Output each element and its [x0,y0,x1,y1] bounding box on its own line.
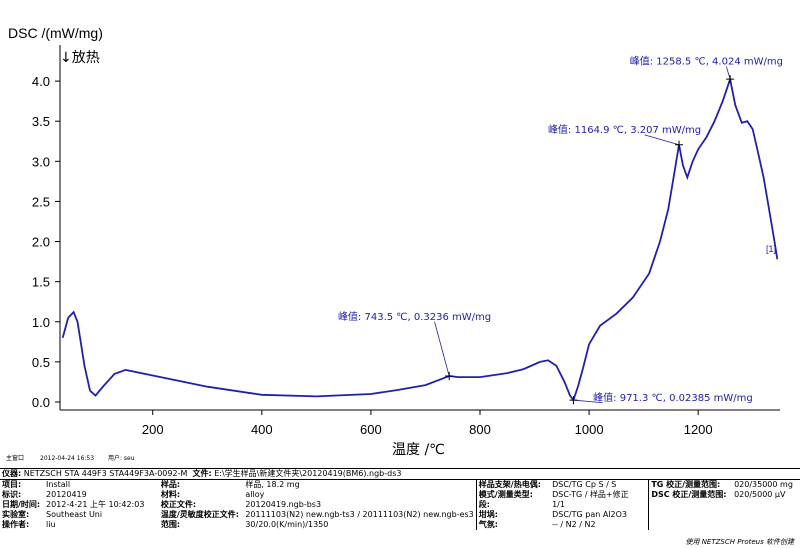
info-label-l1: 项目: [2,480,22,489]
peak-label: 峰值: 743.5 ℃, 0.3236 mW/mg [338,310,491,323]
info-value-v3: DSC-TG / 样品+修正 [552,490,629,499]
peak-marker [445,372,454,381]
stamp-user: 用户: seu [108,454,135,462]
annotation-leader [725,66,731,80]
info-label-l2: 范围: [160,520,181,529]
info-value-v1: 2012-4-21 上午 10:42:03 [46,500,145,509]
info-label-l3: 气氛: [475,520,551,530]
info-label-l4 [648,510,733,520]
info-value-v1: 20120419 [46,490,87,499]
file-label: 文件: [192,469,212,478]
x-tick-label: 1000 [575,422,604,437]
stamp-left: 主窗口 [6,454,24,462]
info-label-l3: 样品支架/热电偶: [475,479,551,490]
x-tick-label: 400 [251,422,273,437]
info-label-l4: DSC 校正/测量范围: [648,490,733,500]
info-label-l1: 标识: [2,490,22,499]
info-value-v2: 30/20.0(K/min)/1350 [245,520,329,529]
info-label-l4: TG 校正/测量范围: [648,479,733,490]
info-label-l4 [648,500,733,510]
info-value-v2: alloy [245,490,265,499]
info-value-v4 [732,520,800,530]
annotation-leader [573,399,603,404]
y-axis-sublabel: ↓放热 [60,50,100,66]
y-tick-label: 1.0 [32,315,50,330]
x-tick-label: 600 [360,422,382,437]
y-tick-label: 2.5 [32,194,50,209]
info-label-l2: 温度/灵敏度校正文件: [160,510,239,519]
x-tick-label: 1200 [684,422,713,437]
stamp-time: 2012-04-24 16:53 [40,455,94,462]
y-tick-label: 2.0 [32,235,50,250]
axis-ticks: 200 400 600 800 1000 1200 0.0 0.5 1.0 1.5 2.0 2.5 3.… [32,74,713,437]
info-row: 标识: 20120419 材料: alloy 模式/测量类型: DSC-TG / 样品+修… [0,490,800,500]
info-value-v4 [732,510,800,520]
info-label-l3: 段: [475,500,551,510]
file-value: E:\学生样品\新建文件夹\20120419(BM6).ngb-ds3 [214,469,402,478]
annotation-leader [434,321,450,377]
info-label-l1: 操作者: [2,520,30,529]
peak-marker [569,396,578,405]
y-tick-label: 3.0 [32,154,50,169]
info-label-l2: 校正文件: [160,500,197,509]
y-tick-label: 3.5 [32,114,50,129]
annotations-layer: 峰值: 1258.5 ℃, 4.024 mW/mg 峰值: 1164.9 ℃, 3… [338,55,783,405]
info-label-l3: 模式/测量类型: [475,490,551,500]
info-value-v4: 020/5000 µV [734,490,786,499]
y-tick-label: 4.0 [32,74,50,89]
x-axis-label: 温度 /℃ [392,442,445,458]
info-label-l3: 坩埚: [475,510,551,520]
info-value-v4 [732,500,800,510]
info-value-v3: -- / N2 / N2 [552,520,596,529]
peak-marker [726,75,735,84]
info-value-v1: Install [46,480,71,489]
info-row: 项目: Install 样品: 样品, 18.2 mg 样品支架/热电偶: DSC/TG … [0,479,800,490]
info-label-l4 [648,520,733,530]
y-tick-label: 0.5 [32,355,50,370]
info-value-v3: 1/1 [552,500,565,509]
info-value-v2: 20120419.ngb-bs3 [245,500,322,509]
y-axis-label: DSC /(mW/mg) [8,25,103,41]
info-value-v3: DSC/TG Cp S / S [552,480,617,489]
info-label-l1: 实验室: [2,510,30,519]
plot-area [59,45,780,411]
peak-label: 峰值: 1164.9 ℃, 3.207 mW/mg [548,123,701,136]
peak-label: 峰值: 971.3 ℃, 0.02385 mW/mg [593,391,753,404]
info-row: 日期/时间: 2012-4-21 上午 10:42:03 校正文件: 20120419… [0,500,800,510]
info-value-v4: 020/35000 mg [734,480,793,489]
info-value-v3: DSC/TG pan Al2O3 [552,510,628,519]
info-value-v1: Southeast Uni [46,510,103,519]
y-tick-label: 1.5 [32,275,50,290]
info-label-l2: 样品: [160,480,181,489]
x-tick-label: 800 [469,422,491,437]
info-value-v2: 20111103(N2) new.ngb-ts3 / 20111103(N2) … [245,510,474,519]
info-value-v1: liu [46,520,56,529]
instrument-label: 仪器: [2,469,22,478]
footer-note: 使用 NETZSCH Proteus 软件创建 [685,538,794,546]
info-row: 实验室: Southeast Uni 温度/灵敏度校正文件: 20111103(N2)… [0,510,800,520]
info-label-l1: 日期/时间: [2,500,41,509]
info-row: 操作者: liu 范围: 30/20.0(K/min)/1350 气氛: -- / N2 … [0,520,800,530]
end-marker: [1] [766,244,776,254]
info-value-v2: 样品, 18.2 mg [245,480,300,489]
y-tick-label: 0.0 [32,395,50,410]
instrument-value: NETZSCH STA 449F3 STA449F3A-0092-M [23,469,188,478]
dsc-chart: DSC /(mW/mg) ↓放热 200 400 600 800 1000 1200 0.0… [6,25,783,462]
peak-marker [675,140,684,149]
info-rows: 项目: Install 样品: 样品, 18.2 mg 样品支架/热电偶: DSC/TG … [0,479,800,530]
annotation-leader [644,134,680,146]
info-label-l2: 材料: [160,490,181,499]
x-tick-label: 200 [142,422,164,437]
peak-label: 峰值: 1258.5 ℃, 4.024 mW/mg [630,55,783,68]
info-table: 仪器: NETZSCH STA 449F3 STA449F3A-0092-M 文… [0,468,800,530]
info-header-row: 仪器: NETZSCH STA 449F3 STA449F3A-0092-M 文… [0,468,800,480]
